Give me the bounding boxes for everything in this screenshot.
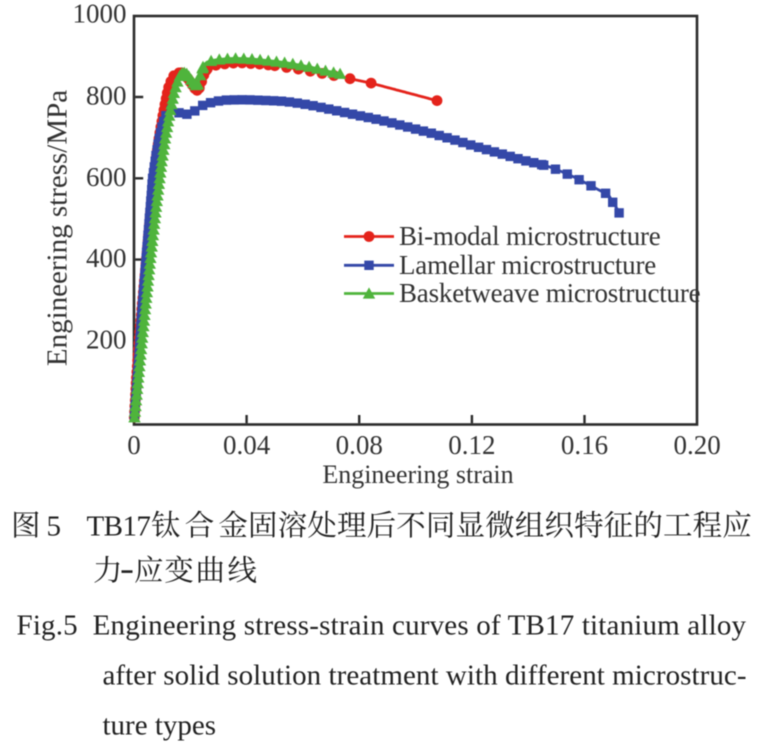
svg-text:0.04: 0.04 [223, 430, 271, 460]
svg-text:200: 200 [86, 325, 127, 355]
svg-text:1000: 1000 [73, 0, 127, 29]
svg-text:Fig.5 Engineering stress-stra: Fig.5 Engineering stress-strain curves o… [17, 610, 747, 642]
svg-text:800: 800 [86, 81, 127, 111]
svg-text:5: 5 [47, 511, 62, 543]
svg-text:Lamellar microstructure: Lamellar microstructure [399, 250, 656, 280]
svg-text:after solid solution treatment: after solid solution treatment with diff… [103, 660, 747, 692]
svg-text:0: 0 [127, 430, 141, 460]
svg-text:Engineering stress/MPa: Engineering stress/MPa [42, 90, 74, 366]
svg-text:Basketweave microstructure: Basketweave microstructure [399, 278, 701, 308]
svg-text:TB17: TB17 [87, 511, 151, 543]
svg-text:600: 600 [86, 162, 127, 192]
svg-text:0.20: 0.20 [673, 430, 720, 460]
svg-text:Bi-modal microstructure: Bi-modal microstructure [399, 221, 661, 251]
svg-text:0.12: 0.12 [448, 430, 495, 460]
svg-text:0.08: 0.08 [336, 430, 383, 460]
svg-text:ture types: ture types [103, 710, 217, 742]
svg-text:400: 400 [86, 243, 127, 273]
svg-text:0.16: 0.16 [561, 430, 608, 460]
svg-text:Engineering strain: Engineering strain [322, 460, 513, 489]
